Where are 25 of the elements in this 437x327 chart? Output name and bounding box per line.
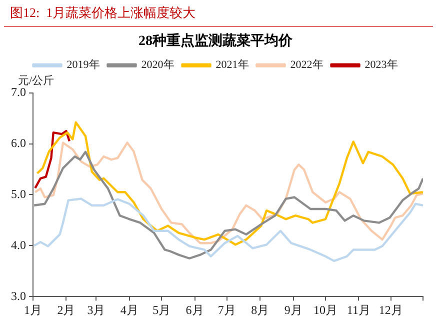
x-tick-label: 12月 (378, 302, 403, 317)
legend-label: 2022年 (290, 59, 324, 72)
x-tick-label: 10月 (314, 302, 338, 317)
y-tick-label: 5.0 (11, 186, 26, 201)
chart-subtitle: 28种重点监测蔬菜平均价 (138, 33, 294, 50)
y-tick-label: 3.0 (11, 288, 26, 303)
legend-label: 2019年 (66, 59, 100, 72)
x-tick-label: 4月 (120, 302, 138, 317)
y-tick-label: 6.0 (11, 136, 26, 150)
x-tick-label: 1月 (24, 302, 42, 317)
legend-label: 2023年 (364, 59, 398, 72)
legend-label: 2021年 (216, 59, 249, 72)
y-tick-label: 4.0 (11, 238, 26, 252)
x-tick-label: 6月 (186, 302, 204, 317)
x-tick-label: 7月 (218, 302, 236, 317)
y-tick-label: 7.0 (11, 84, 26, 99)
x-tick-label: 11月 (346, 302, 370, 317)
x-tick-label: 5月 (152, 302, 171, 317)
x-tick-label: 3月 (87, 302, 106, 317)
x-tick-label: 8月 (251, 302, 270, 317)
legend-label: 2020年 (141, 59, 174, 72)
y-axis-title: 元/公斤 (18, 74, 54, 88)
chart-title: 图12: 1月蔬菜价格上涨幅度较大 (4, 0, 433, 27)
x-tick-label: 9月 (284, 302, 302, 317)
x-tick-label: 2月 (57, 302, 76, 317)
